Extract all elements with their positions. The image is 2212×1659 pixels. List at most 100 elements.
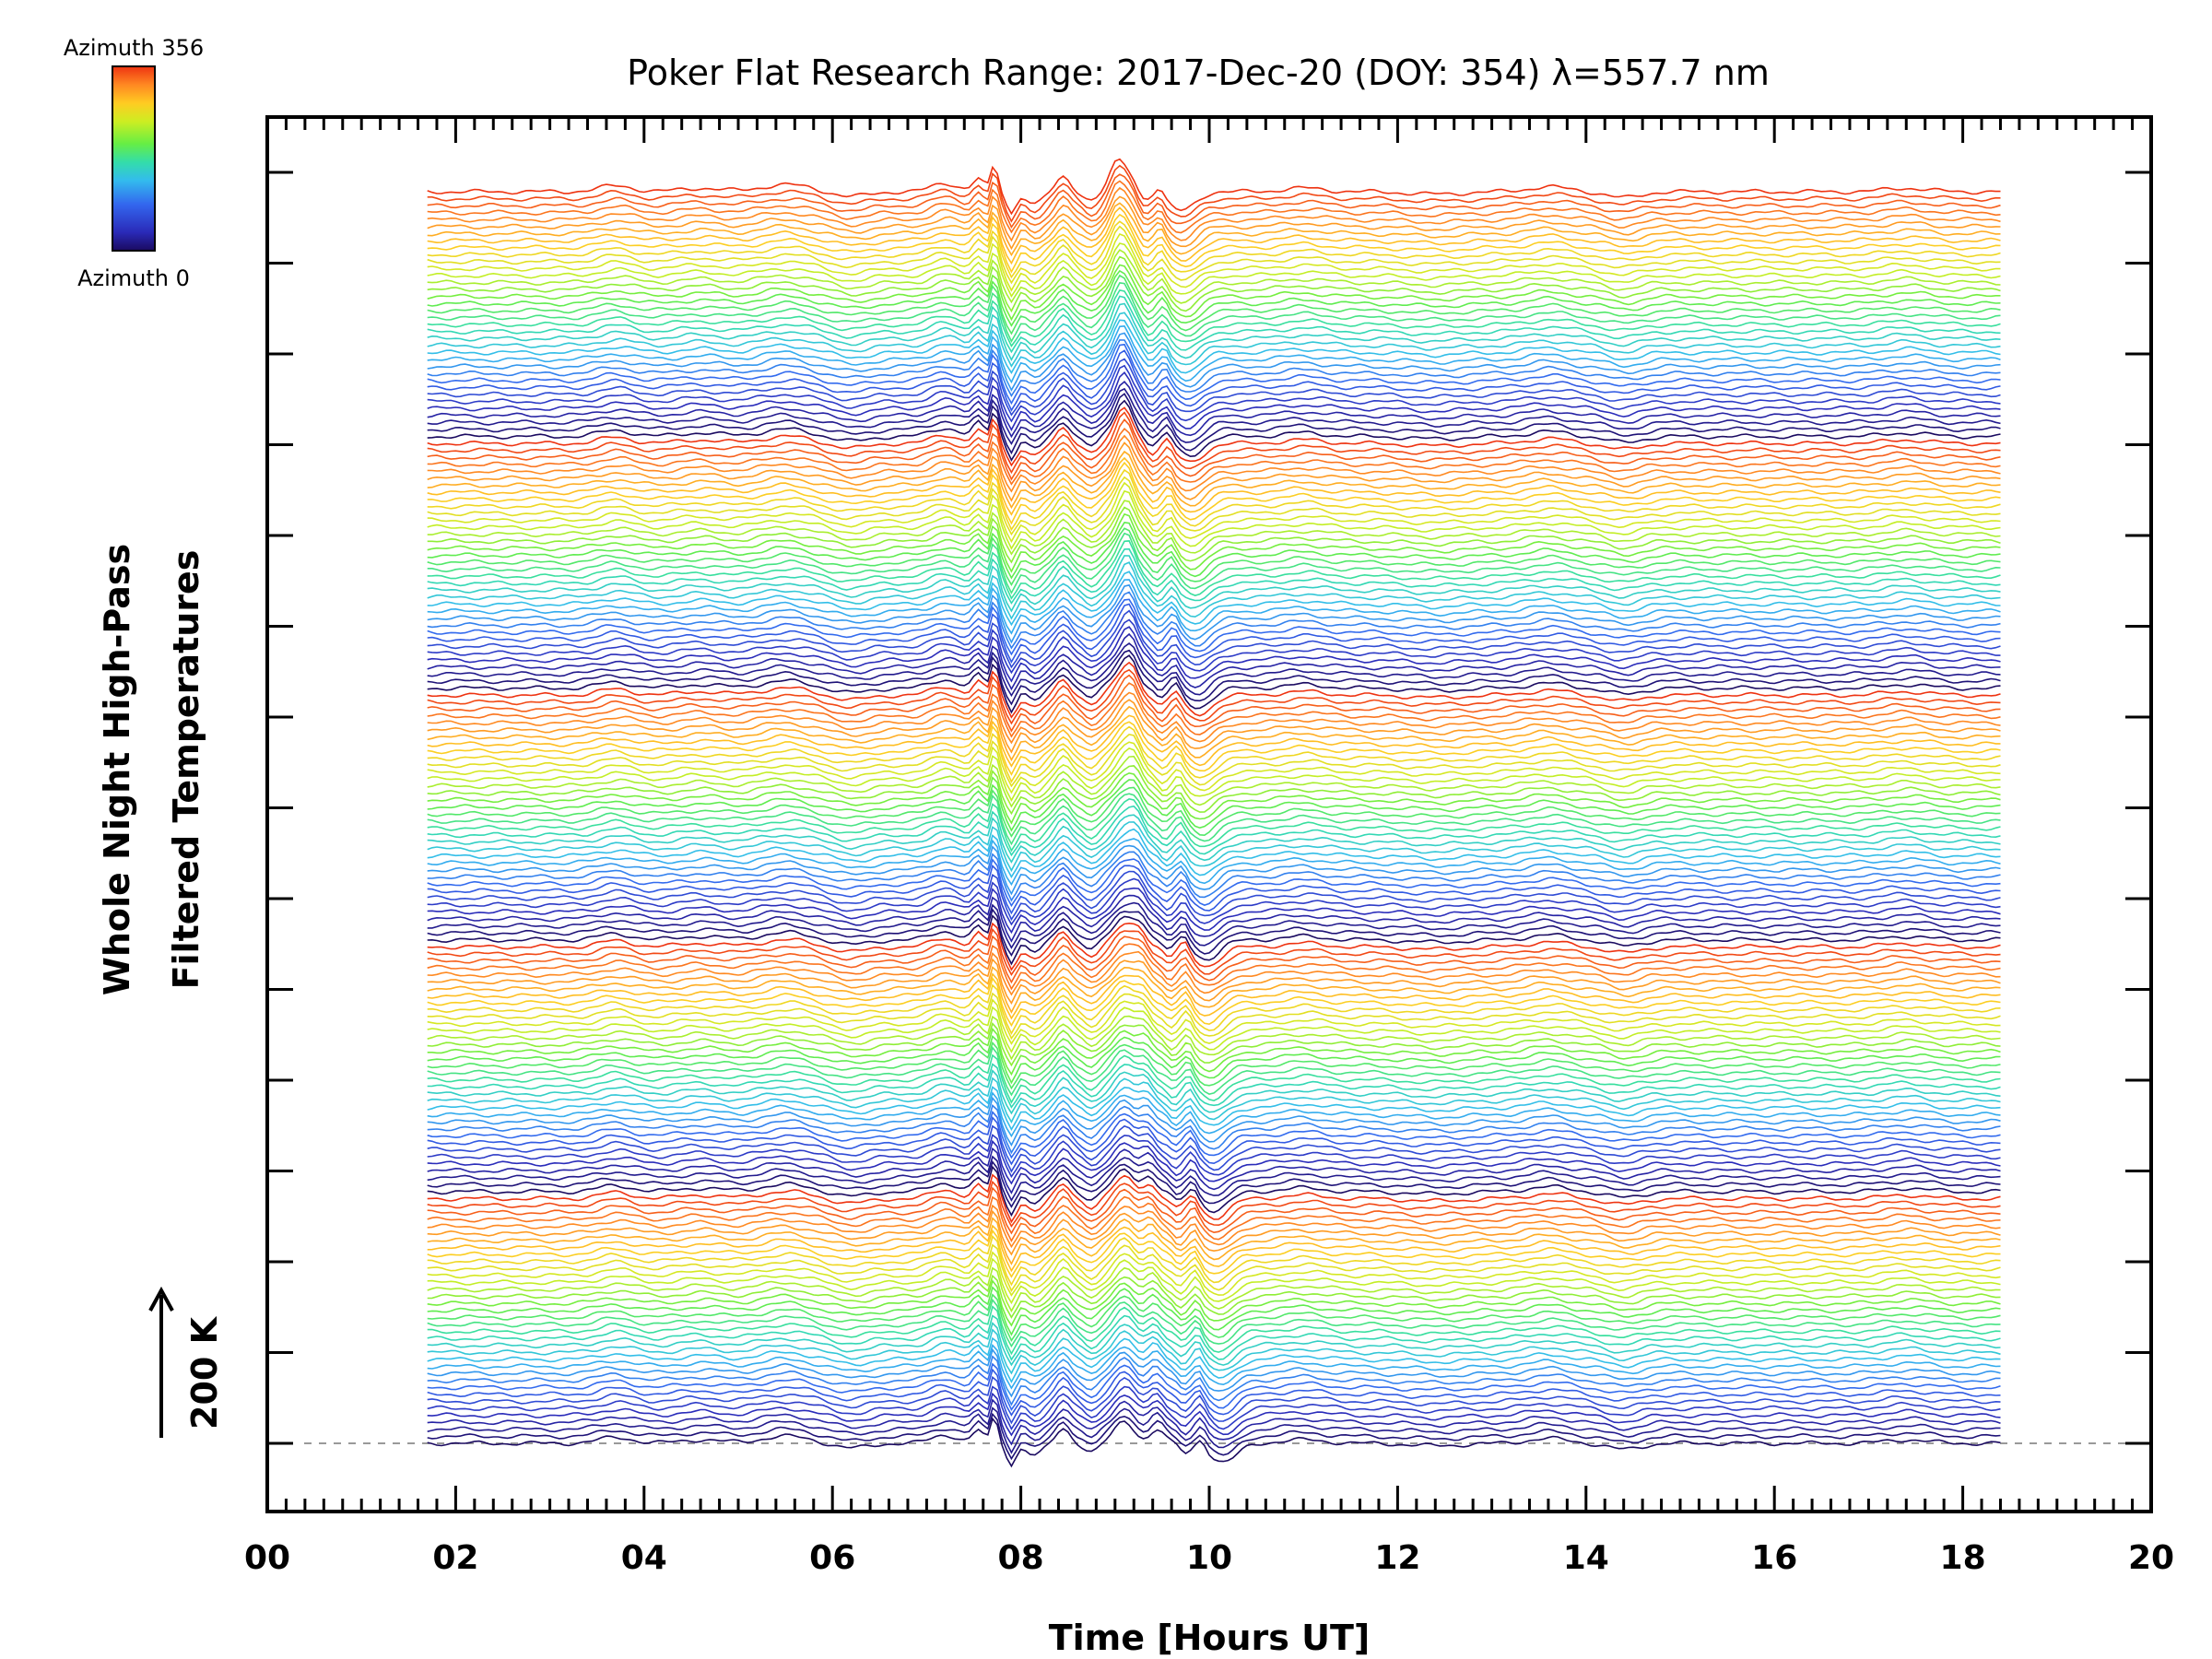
- trace-line: [427, 571, 2001, 627]
- trace-line: [427, 1243, 2001, 1292]
- trace-line: [427, 428, 2001, 486]
- trace-line: [427, 661, 2001, 719]
- trace-line: [427, 1322, 2001, 1367]
- trace-line: [427, 1086, 2001, 1132]
- trace-line: [427, 598, 2001, 656]
- trace-line: [427, 1286, 2001, 1336]
- trace-line: [427, 242, 2001, 299]
- trace-line: [427, 998, 2001, 1045]
- trace-line: [427, 387, 2001, 445]
- trace-line: [427, 406, 2001, 467]
- x-tick-label: 12: [1374, 1539, 1420, 1577]
- trace-line: [427, 838, 2001, 887]
- trace-line: [427, 725, 2001, 783]
- trace-line: [427, 506, 2001, 564]
- trace-line: [427, 864, 2001, 915]
- trace-line: [427, 461, 2001, 525]
- trace-line: [427, 699, 2001, 754]
- trace-line: [427, 927, 2001, 976]
- trace-line: [427, 793, 2001, 846]
- trace-line: [427, 814, 2001, 864]
- trace-line: [427, 1069, 2001, 1115]
- trace-line: [427, 1195, 2001, 1243]
- trace-line: [427, 609, 2001, 669]
- trace-line: [427, 741, 2001, 794]
- trace-line: [427, 1279, 2001, 1327]
- x-tick-labels: 00 02 04 06 08 10 12 14 16 18 20: [244, 1539, 2174, 1577]
- trace-line: [427, 312, 2001, 368]
- trace-line: [427, 555, 2001, 613]
- trace-line: [427, 1159, 2001, 1208]
- trace-line: [427, 1035, 2001, 1085]
- y-axis-label-2: Filtered Temperatures: [166, 550, 206, 990]
- trace-line: [427, 858, 2001, 908]
- trace-line: [427, 668, 2001, 725]
- trace-line: [427, 468, 2001, 532]
- trace-line: [427, 500, 2001, 556]
- x-axis-label: Time [Hours UT]: [1049, 1618, 1371, 1658]
- scale-indicator: 200 K: [148, 1286, 225, 1438]
- trace-line: [427, 1155, 2001, 1202]
- trace-line: [427, 364, 2001, 423]
- x-tick-label: 06: [809, 1539, 855, 1577]
- trace-line: [427, 1314, 2001, 1361]
- trace-line: [427, 1173, 2001, 1224]
- trace-line: [427, 220, 2001, 279]
- trace-line: [427, 649, 2001, 706]
- x-tick-label: 00: [244, 1539, 290, 1577]
- trace-line: [427, 1298, 2001, 1348]
- trace-line: [427, 358, 2001, 417]
- trace-line: [427, 583, 2001, 644]
- trace-line: [427, 522, 2001, 580]
- trace-line: [427, 547, 2001, 605]
- trace-line: [427, 1045, 2001, 1097]
- scale-label: 200 K: [184, 1315, 225, 1430]
- colorbar-bottom-label: Azimuth 0: [77, 265, 190, 291]
- trace-line: [427, 950, 2001, 996]
- trace-line: [427, 1266, 2001, 1313]
- trace-line: [427, 943, 2001, 991]
- trace-line: [427, 1063, 2001, 1109]
- trace-line: [427, 540, 2001, 600]
- x-tick-label: 18: [1940, 1539, 1986, 1577]
- trace-line: [427, 682, 2001, 738]
- trace-line: [427, 1077, 2001, 1124]
- trace-line: [427, 269, 2001, 327]
- x-tick-label: 08: [998, 1539, 1044, 1577]
- trace-line: [427, 180, 2001, 234]
- trace-line: [427, 1104, 2001, 1155]
- trace-line: [427, 603, 2001, 664]
- trace-line: [427, 1355, 2001, 1406]
- trace-line: [427, 1134, 2001, 1179]
- chart-title: Poker Flat Research Range: 2017-Dec-20 (…: [627, 53, 1770, 93]
- trace-line: [427, 1375, 2001, 1425]
- axis-ticks: [265, 117, 2153, 1512]
- trace-line: [427, 747, 2001, 802]
- trace-line: [427, 1006, 2001, 1053]
- trace-line: [427, 225, 2001, 285]
- trace-line: [427, 371, 2001, 431]
- trace-line: [427, 450, 2001, 510]
- trace-line: [427, 186, 2001, 242]
- trace-line: [427, 1091, 2001, 1138]
- trace-line: [427, 1368, 2001, 1417]
- trace-line: [427, 958, 2001, 1006]
- trace-line: [427, 966, 2001, 1014]
- trace-line: [427, 1385, 2001, 1431]
- trace-line: [427, 441, 2001, 502]
- trace-line: [427, 992, 2001, 1041]
- trace-line: [427, 418, 2001, 481]
- trace-line: [427, 821, 2001, 873]
- trace-line: [427, 922, 2001, 971]
- trace-line: [427, 786, 2001, 838]
- trace-line: [427, 714, 2001, 768]
- trace-line: [427, 908, 2001, 957]
- trace-line: [427, 1347, 2001, 1398]
- trace-line: [427, 319, 2001, 374]
- trace-line: [427, 1111, 2001, 1159]
- trace-line: [427, 1022, 2001, 1067]
- trace-line: [427, 1015, 2001, 1061]
- trace-line: [427, 1251, 2001, 1297]
- trace-line: [427, 456, 2001, 516]
